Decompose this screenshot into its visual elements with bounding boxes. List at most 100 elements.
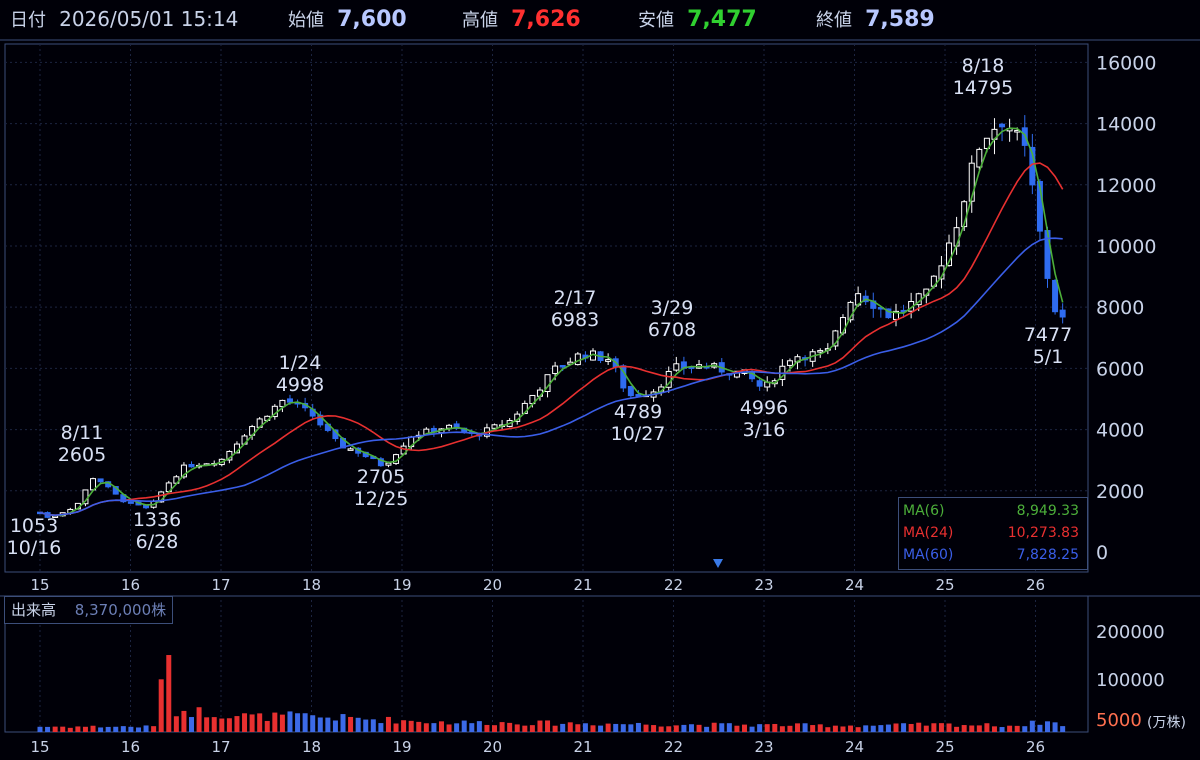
candle-body: [983, 137, 990, 149]
candle-body: [180, 464, 187, 478]
y-tick-label: 2000: [1096, 481, 1144, 503]
volume-bar: [795, 723, 801, 732]
volume-bar: [348, 716, 354, 732]
ma24-value: 10,273.83: [1007, 525, 1079, 541]
volume-bar: [82, 726, 88, 732]
volume-bar: [446, 724, 452, 732]
high-value: 7,626: [511, 7, 581, 32]
candle-body: [279, 399, 286, 408]
x-tick-label: 20: [483, 738, 502, 756]
volume-bar: [582, 723, 588, 732]
volume-bar: [363, 719, 369, 732]
candle-body: [552, 365, 559, 375]
volume-bar: [916, 722, 922, 732]
volume-bar: [476, 721, 482, 732]
volume-bar: [143, 725, 149, 732]
candle-body: [377, 458, 384, 467]
volume-bar: [287, 711, 293, 732]
x-tick-label: 25: [935, 738, 954, 756]
x-tick-label: 17: [211, 576, 230, 594]
volume-bar: [529, 725, 535, 732]
volume-bar: [340, 714, 346, 732]
x-tick-label: 18: [302, 738, 321, 756]
annotation-value: 5/1: [1033, 346, 1064, 368]
candle-body: [188, 463, 195, 468]
volume-bar: [552, 725, 558, 732]
volume-bar: [75, 726, 81, 732]
volume-bar: [764, 724, 770, 732]
volume-bar: [810, 725, 816, 732]
open-label: 始値: [288, 10, 324, 31]
volume-bar: [105, 726, 111, 732]
volume-bar: [226, 718, 232, 732]
volume-bar: [52, 726, 58, 732]
ma24-row: MA(24) 10,273.83: [899, 523, 1083, 545]
volume-bar: [295, 713, 301, 732]
volume-bar: [385, 716, 391, 732]
volume-bar: [1022, 726, 1028, 732]
y-tick-label: 16000: [1096, 52, 1156, 74]
annotation-value: 2605: [58, 444, 106, 466]
volume-bar: [189, 717, 195, 732]
volume-bar: [863, 725, 869, 732]
volume-bar: [454, 723, 460, 732]
volume-bar: [181, 710, 187, 732]
y-tick-label: 4000: [1096, 420, 1144, 442]
volume-bar: [67, 727, 73, 732]
open-value: 7,600: [337, 7, 407, 32]
annotation-value: 6708: [648, 319, 696, 341]
volume-bar: [1014, 725, 1020, 732]
volume-bar: [90, 725, 96, 732]
volume-bar: [840, 726, 846, 732]
annotation-label: 1053: [10, 515, 58, 537]
x-tick-label: 21: [573, 738, 592, 756]
volume-bar: [704, 726, 710, 732]
candle-body: [673, 363, 680, 371]
volume-bar: [257, 713, 263, 732]
annotation-label: 2/17: [554, 287, 597, 309]
volume-bar: [219, 718, 225, 732]
volume-bar: [620, 724, 626, 732]
volume-bar: [438, 721, 444, 732]
volume-bar: [370, 719, 376, 732]
volume-bar: [264, 720, 270, 732]
volume-bar: [416, 721, 422, 732]
date-label: 日付: [10, 10, 46, 31]
candle-body: [976, 148, 983, 168]
annotation-label: 3/29: [651, 297, 694, 319]
volume-bar: [166, 655, 172, 732]
volume-bar: [204, 717, 210, 732]
candle-body: [885, 308, 892, 319]
grid: [0, 39, 1200, 733]
volume-bar: [234, 716, 240, 732]
ma24-name: MA(24): [903, 525, 954, 541]
volume-bar: [598, 725, 604, 732]
volume-bar: [45, 726, 51, 732]
high-label: 高値: [462, 10, 498, 31]
annotation-value: 3/16: [743, 419, 786, 441]
candle-body: [756, 380, 763, 387]
volume-bar: [431, 723, 437, 732]
x-tick-label: 23: [754, 738, 773, 756]
volume-bar: [317, 717, 323, 732]
y-tick-label: 0: [1096, 542, 1108, 564]
annotation-label: 4789: [614, 401, 662, 423]
candle-body: [127, 501, 134, 504]
volume-bar: [408, 720, 414, 732]
volume-bar: [158, 679, 164, 732]
volume-bar: [969, 725, 975, 732]
x-tick-label: 22: [664, 738, 683, 756]
volume-bar: [423, 723, 429, 732]
volume-bar: [514, 724, 520, 732]
annotation-label: 8/18: [962, 55, 1005, 77]
x-tick-label: 19: [392, 738, 411, 756]
x-tick-label: 16: [121, 576, 140, 594]
volume-tick-label: 200000: [1096, 622, 1165, 643]
volume-tick-label: 100000: [1096, 670, 1165, 691]
volume-bar: [128, 726, 134, 732]
volume-bar: [984, 723, 990, 732]
candle-body: [968, 162, 975, 202]
volume-bar: [37, 726, 43, 732]
candle-body: [946, 242, 953, 267]
